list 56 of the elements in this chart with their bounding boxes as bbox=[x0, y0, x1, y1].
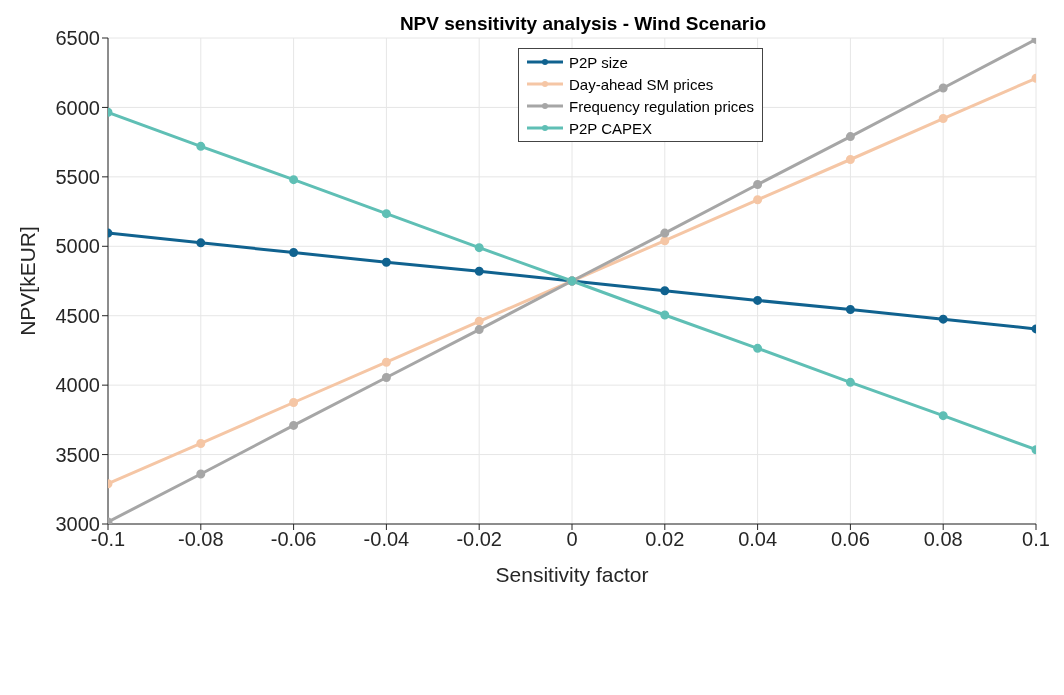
point bbox=[660, 286, 670, 296]
point bbox=[474, 266, 484, 276]
x-tick-label: -0.06 bbox=[270, 528, 317, 551]
y-axis-title: NPV[kEUR] bbox=[16, 226, 40, 336]
point bbox=[289, 248, 299, 258]
x-tick-label: 0 bbox=[566, 528, 578, 551]
point bbox=[381, 357, 391, 367]
point bbox=[845, 377, 855, 387]
x-tick-label: 0.04 bbox=[738, 528, 778, 551]
point bbox=[381, 209, 391, 219]
point bbox=[196, 238, 206, 248]
x-tick-label: 0.02 bbox=[645, 528, 685, 551]
x-tick-label: -0.02 bbox=[456, 528, 502, 551]
y-tick-label: 5500 bbox=[55, 165, 100, 188]
point bbox=[753, 195, 763, 205]
point bbox=[938, 83, 948, 93]
x-tick-label: 0.1 bbox=[1022, 528, 1050, 551]
point bbox=[381, 257, 391, 267]
point bbox=[289, 175, 299, 185]
point bbox=[753, 343, 763, 353]
point bbox=[196, 438, 206, 448]
x-tick-label: -0.04 bbox=[363, 528, 410, 551]
y-tick-label: 6000 bbox=[55, 96, 100, 119]
y-tick-label: 4500 bbox=[55, 304, 100, 327]
point bbox=[474, 325, 484, 335]
legend-label: P2P CAPEX bbox=[569, 119, 653, 137]
point bbox=[660, 228, 670, 238]
point bbox=[845, 155, 855, 164]
point bbox=[289, 420, 299, 430]
y-tick-label: 6500 bbox=[55, 27, 100, 50]
point bbox=[289, 398, 299, 407]
x-tick-label: 0.08 bbox=[923, 528, 963, 551]
y-tick-label: 3500 bbox=[55, 443, 100, 466]
x-axis-title: Sensitivity factor bbox=[495, 563, 649, 586]
x-tick-label: 0.06 bbox=[830, 528, 870, 551]
legend-label: Day-ahead SM prices bbox=[569, 75, 714, 93]
y-tick-label: 4000 bbox=[55, 374, 100, 397]
point bbox=[938, 411, 948, 421]
y-tick-label: 5000 bbox=[55, 235, 100, 258]
point bbox=[845, 132, 855, 142]
point bbox=[938, 314, 948, 324]
legend-label: P2P size bbox=[569, 53, 628, 71]
point bbox=[938, 114, 948, 124]
point bbox=[196, 141, 206, 151]
point bbox=[660, 310, 670, 320]
point bbox=[845, 304, 855, 314]
point bbox=[474, 243, 484, 253]
point bbox=[660, 236, 670, 246]
legend-label: Frequency regulation prices bbox=[569, 97, 755, 115]
point bbox=[753, 295, 763, 305]
point bbox=[753, 179, 763, 189]
point bbox=[381, 373, 391, 383]
x-tick-label: -0.08 bbox=[178, 528, 224, 551]
point bbox=[474, 316, 484, 326]
point bbox=[196, 469, 206, 479]
chart-title: NPV sensitivity analysis - Wind Scenario bbox=[399, 13, 767, 34]
